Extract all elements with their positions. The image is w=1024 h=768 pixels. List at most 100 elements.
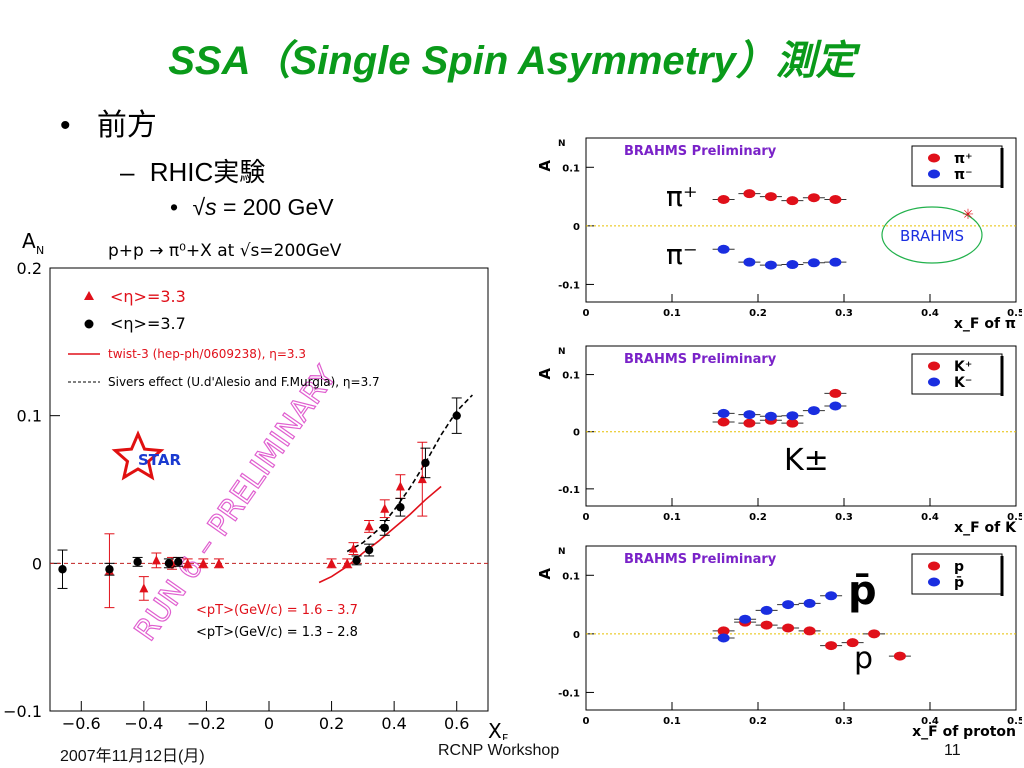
legend-label: π⁺: [954, 151, 972, 167]
data-point: [786, 418, 799, 428]
data-point: [807, 406, 820, 416]
legend-marker: [928, 577, 940, 587]
x-axis-label: X: [488, 719, 502, 740]
x-tick-label: 0: [583, 308, 590, 319]
y-tick-label: 0.1: [17, 407, 42, 426]
x-tick-label: 0.2: [749, 716, 767, 727]
brahms-proton-plot: A N BRAHMS Preliminary 0.1 0 -0.1 0 0.1 0.2 0.3 0.…: [536, 545, 1022, 740]
x-tick-label: 0.6: [444, 714, 469, 733]
plot-header: BRAHMS Preliminary: [624, 352, 777, 367]
y-axis-label: A: [536, 368, 554, 380]
x-tick-label: 0.1: [663, 308, 681, 319]
data-point: [782, 600, 795, 610]
brahms-badge-text: BRAHMS: [900, 227, 964, 245]
x-tick-label: 0.4: [921, 512, 939, 523]
annotation-antiproton: p̄: [848, 568, 877, 614]
data-point-triangle: [214, 558, 224, 568]
data-point: [717, 244, 730, 254]
data-point: [743, 189, 756, 199]
data-point: [829, 388, 842, 398]
bullet-marker: •: [60, 109, 71, 142]
y-tick-label: 0: [573, 222, 580, 233]
y-axis-label: A: [536, 160, 554, 172]
legend-box: [911, 145, 1003, 187]
x-tick-label: 0.5: [1007, 512, 1022, 523]
y-tick-label: −0.1: [3, 702, 42, 721]
sqrt-symbol: √: [192, 194, 206, 220]
y-axis-label-sub: N: [36, 244, 44, 257]
data-point-triangle: [380, 503, 390, 513]
x-tick-label: 0.5: [1007, 716, 1022, 727]
data-point: [764, 192, 777, 202]
x-tick-label: 0.3: [835, 716, 853, 727]
data-point: [807, 258, 820, 268]
y-tick-label: -0.1: [558, 688, 580, 699]
data-point: [893, 651, 906, 661]
data-point-triangle: [348, 543, 358, 553]
x-tick-label: 0.3: [835, 308, 853, 319]
data-point-triangle: [342, 558, 352, 568]
data-point: [764, 411, 777, 421]
legend-marker: [928, 361, 940, 371]
data-point-circle: [396, 503, 405, 512]
data-point: [764, 260, 777, 270]
legend-marker-red: [84, 291, 94, 300]
data-point-circle: [421, 458, 430, 468]
star-logo-text: STAR: [138, 451, 181, 469]
brahms-pion-plot: A N BRAHMS Preliminary 0.1 0 -0.1 0 0.1 0.2 0.3 0.…: [536, 137, 1022, 332]
brahms-badge-ellipse: [881, 206, 983, 264]
x-tick-label: 0.5: [1007, 308, 1022, 319]
x-tick-label: 0.4: [921, 716, 939, 727]
data-point-circle: [174, 557, 183, 567]
data-point-circle: [452, 411, 461, 420]
y-axis-label-sub: N: [558, 347, 566, 357]
data-point: [803, 626, 816, 636]
y-tick-label: 0: [573, 630, 580, 641]
plot-header: BRAHMS Preliminary: [624, 552, 777, 567]
data-point-circle: [364, 545, 374, 555]
annotation-kaon: K±: [784, 443, 829, 478]
y-tick-label: 0.1: [562, 163, 580, 174]
legend-label: p̄: [954, 575, 964, 591]
data-point: [717, 417, 730, 427]
y-tick-label: 0.2: [17, 259, 42, 278]
legend-box: [911, 553, 1003, 595]
x-tick-label: −0.2: [187, 714, 226, 733]
legend-label-twist: twist-3 (hep-ph/0609238), η=3.3: [108, 347, 306, 361]
y-tick-label: 0.1: [562, 371, 580, 382]
x-tick-label: 0.4: [921, 308, 939, 319]
plot-frame: [585, 137, 1017, 303]
data-point: [807, 193, 820, 203]
data-point: [717, 626, 730, 636]
brahms-kaon-plot: A N BRAHMS Preliminary 0.1 0 -0.1 0 0.1 0.2 0.3 0.…: [536, 345, 1022, 536]
data-point: [846, 638, 859, 648]
x-tick-label: 0.3: [835, 512, 853, 523]
bullet-forward: • 前方: [60, 100, 157, 144]
x-tick-label: −0.6: [62, 714, 101, 733]
star-an-plot: A N X Fp+p → π⁰+X at √s=200GeV −0.1 0 0.1 0.2 −0…: [3, 229, 508, 740]
data-point: [739, 614, 752, 624]
data-point: [743, 257, 756, 267]
annotation-pi-minus: π⁻: [666, 238, 698, 271]
data-point: [717, 195, 730, 204]
legend-label-red: <η>=3.3: [110, 287, 186, 306]
legend-marker-black: [84, 319, 94, 329]
annotation-pi-plus: π⁺: [666, 180, 698, 213]
bullet-rhic: – RHIC実験: [120, 152, 265, 189]
energy-value: = 200 GeV: [216, 194, 334, 220]
legend-label: p: [954, 559, 964, 575]
x-tick-label: −0.4: [124, 714, 163, 733]
data-point: [717, 408, 730, 418]
dash-marker: –: [120, 157, 135, 187]
x-tick-label: 0.1: [663, 512, 681, 523]
plot-header: BRAHMS Preliminary: [624, 144, 777, 159]
data-point: [786, 196, 799, 206]
data-point: [786, 260, 799, 270]
legend-label-sivers: Sivers effect (U.d'Alesio and F.Murgia),…: [108, 375, 380, 389]
data-point-triangle: [183, 558, 193, 568]
data-point: [803, 598, 816, 608]
data-point: [760, 620, 773, 630]
bullet-marker: •: [170, 194, 179, 220]
data-point: [868, 629, 881, 639]
footer-page-number: 11: [944, 742, 961, 759]
